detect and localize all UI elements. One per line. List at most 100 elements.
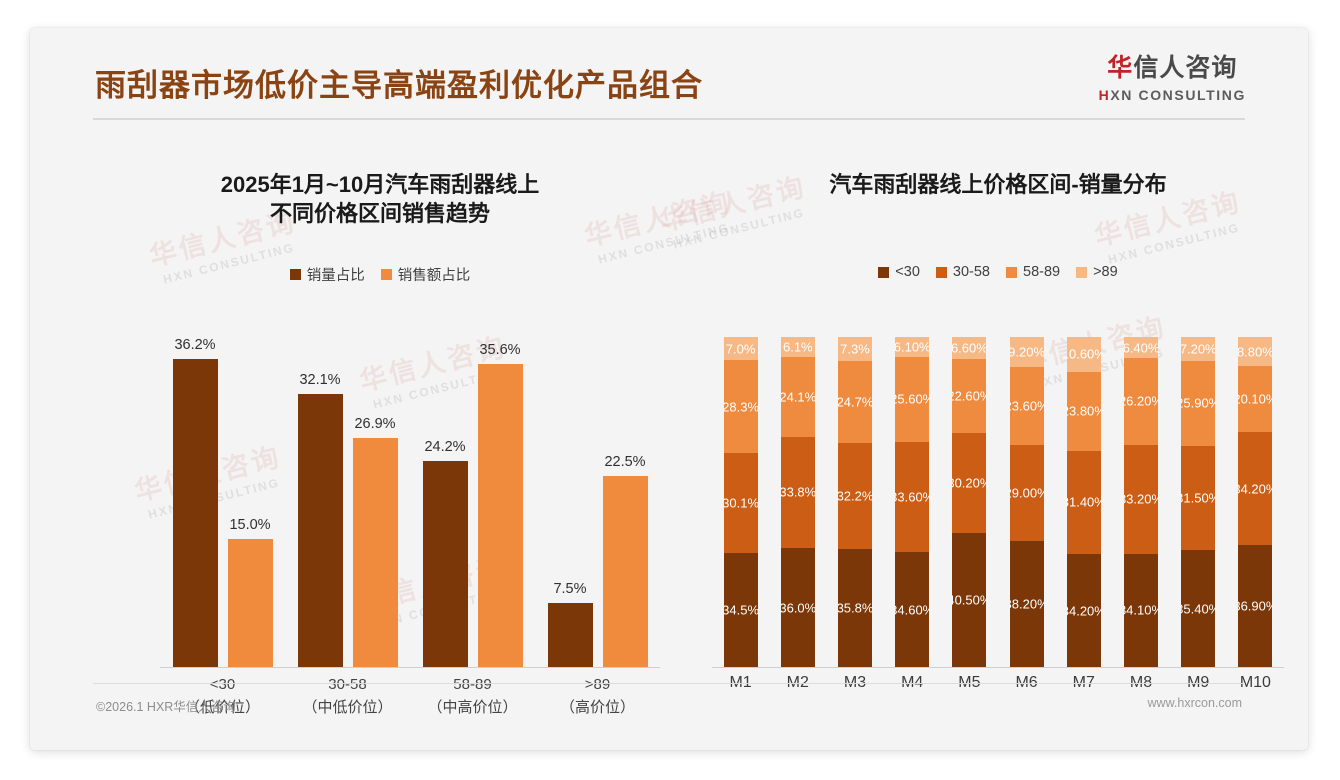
stacked-bar[interactable]: 6.1% 24.1% 33.8% 36.0% bbox=[780, 337, 815, 667]
stack-segment[interactable]: 34.20% bbox=[1066, 554, 1101, 667]
stack-segment[interactable]: 20.10% bbox=[1238, 366, 1273, 433]
logo-en-accent: H bbox=[1098, 87, 1111, 103]
bar-column[interactable]: 7.5% bbox=[547, 327, 593, 667]
bar-column[interactable]: 36.2% bbox=[172, 327, 218, 667]
stack-segment[interactable]: 34.10% bbox=[1124, 554, 1158, 667]
stack-segment[interactable]: 25.90% bbox=[1181, 360, 1216, 447]
month-label: M1 bbox=[729, 674, 752, 691]
stack-segment-label: 30.1% bbox=[723, 495, 758, 511]
stack-segment[interactable]: 35.8% bbox=[838, 548, 872, 667]
stack-segment[interactable]: 24.1% bbox=[780, 357, 815, 437]
stack-segment[interactable]: 6.40% bbox=[1124, 337, 1158, 359]
stack-segment-label: 25.60% bbox=[895, 391, 929, 407]
stack-segment[interactable]: 36.0% bbox=[780, 548, 815, 667]
stack-segment[interactable]: 24.7% bbox=[838, 361, 872, 443]
bar-column[interactable]: 15.0% bbox=[227, 327, 273, 667]
stack-segment[interactable]: 26.20% bbox=[1124, 358, 1158, 445]
slide-header: 雨刮器市场低价主导高端盈利优化产品组合 华信人咨询 HXN CONSULTING bbox=[30, 28, 1308, 122]
stack-segment-label: 31.50% bbox=[1181, 490, 1215, 506]
left-chart-title-line2: 不同价格区间销售趋势 bbox=[269, 201, 490, 227]
bar-column[interactable]: 22.5% bbox=[602, 327, 648, 667]
stack-segment[interactable]: 31.40% bbox=[1066, 450, 1101, 555]
bar[interactable] bbox=[352, 438, 398, 667]
stacked-bar[interactable]: 7.20% 25.90% 31.50% 35.40% bbox=[1181, 337, 1216, 667]
stack-segment-label: 20.10% bbox=[1238, 391, 1272, 407]
stack-segment[interactable]: 9.20% bbox=[1009, 337, 1044, 368]
stack-segment[interactable]: 34.5% bbox=[723, 552, 758, 667]
bar[interactable] bbox=[477, 364, 523, 667]
stack-segment-label: 6.10% bbox=[895, 339, 930, 355]
stack-segment[interactable]: 28.3% bbox=[723, 360, 758, 454]
stack-segment[interactable]: 23.60% bbox=[1009, 367, 1044, 446]
bar-column[interactable]: 24.2% bbox=[422, 327, 468, 667]
stack-segment[interactable]: 40.50% bbox=[952, 533, 987, 667]
legend-item[interactable]: >89 bbox=[1076, 264, 1118, 280]
stack-segment[interactable]: 38.20% bbox=[1009, 540, 1044, 667]
bar[interactable] bbox=[547, 603, 593, 667]
stack-segment[interactable]: 34.60% bbox=[895, 552, 930, 667]
stack-segment[interactable]: 30.1% bbox=[723, 453, 758, 553]
stack-segment[interactable]: 7.3% bbox=[838, 337, 872, 362]
stacked-bar[interactable]: 10.60% 23.80% 31.40% 34.20% bbox=[1066, 337, 1101, 667]
stacked-bar[interactable]: 6.60% 22.60% 30.20% 40.50% bbox=[952, 337, 987, 667]
bar-value-label: 24.2% bbox=[424, 439, 466, 455]
header-divider bbox=[93, 118, 1245, 120]
stack-segment[interactable]: 6.1% bbox=[780, 337, 815, 358]
category-label-tier: （中低价位） bbox=[302, 698, 393, 716]
stacked-bar[interactable]: 7.0% 28.3% 30.1% 34.5% bbox=[723, 337, 758, 667]
stack-segment[interactable]: 10.60% bbox=[1066, 337, 1101, 372]
stacked-bar[interactable]: 6.10% 25.60% 33.60% 34.60% bbox=[895, 337, 930, 667]
stack-segment-label: 7.3% bbox=[840, 341, 870, 357]
bar[interactable] bbox=[172, 359, 218, 667]
legend-item[interactable]: <30 bbox=[878, 264, 920, 280]
stack-segment[interactable]: 22.60% bbox=[952, 358, 987, 434]
stack-segment[interactable]: 31.50% bbox=[1181, 446, 1216, 551]
month-label: M3 bbox=[843, 674, 867, 691]
legend-item[interactable]: 销售额占比 bbox=[380, 264, 470, 285]
stack-segment-label: 38.20% bbox=[1010, 596, 1044, 612]
legend-swatch-icon bbox=[935, 266, 947, 278]
logo-en-rest: XN CONSULTING bbox=[1110, 87, 1246, 103]
left-chart-axis bbox=[160, 667, 660, 668]
stack-segment[interactable]: 23.80% bbox=[1066, 371, 1101, 451]
stack-segment[interactable]: 6.10% bbox=[895, 337, 930, 358]
bar-column[interactable]: 32.1% bbox=[297, 327, 343, 667]
bar[interactable] bbox=[602, 476, 648, 667]
stack-segment[interactable]: 33.20% bbox=[1124, 444, 1158, 555]
stack-segment-label: 10.60% bbox=[1067, 346, 1101, 362]
stacked-bar[interactable]: 9.20% 23.60% 29.00% 38.20% bbox=[1009, 337, 1044, 667]
legend-item[interactable]: 30-58 bbox=[935, 264, 990, 280]
category-label: <30 （低价位） bbox=[185, 674, 260, 719]
bar[interactable] bbox=[422, 461, 468, 667]
bar[interactable] bbox=[297, 394, 343, 667]
legend-item[interactable]: 销量占比 bbox=[289, 264, 365, 285]
legend-swatch-icon bbox=[1076, 266, 1088, 278]
stack-segment[interactable]: 8.80% bbox=[1238, 337, 1273, 367]
month-label: M5 bbox=[958, 674, 981, 691]
legend-item[interactable]: 58-89 bbox=[1006, 264, 1060, 280]
stack-segment[interactable]: 29.00% bbox=[1009, 445, 1044, 541]
legend-swatch-icon bbox=[380, 269, 392, 280]
stacked-bar[interactable]: 7.3% 24.7% 32.2% 35.8% bbox=[838, 337, 872, 667]
stack-segment[interactable]: 6.60% bbox=[952, 337, 987, 359]
bar[interactable] bbox=[227, 539, 273, 667]
stacked-bar[interactable]: 6.40% 26.20% 33.20% 34.10% bbox=[1124, 337, 1158, 667]
stack-segment[interactable]: 25.60% bbox=[895, 357, 930, 442]
stack-segment[interactable]: 33.8% bbox=[780, 436, 815, 549]
company-logo: 华信人咨询 HXN CONSULTING bbox=[1098, 56, 1246, 103]
stack-segment[interactable]: 30.20% bbox=[952, 433, 987, 533]
stack-segment[interactable]: 33.60% bbox=[895, 441, 930, 553]
stack-segment[interactable]: 34.20% bbox=[1238, 432, 1273, 546]
stack-segment[interactable]: 7.0% bbox=[723, 337, 758, 361]
bar-column[interactable]: 26.9% bbox=[352, 327, 398, 667]
stack-segment[interactable]: 32.2% bbox=[838, 442, 872, 549]
right-chart-legend: <30 30-58 58-89 >89 bbox=[698, 264, 1298, 280]
slide-card: 雨刮器市场低价主导高端盈利优化产品组合 华信人咨询 HXN CONSULTING… bbox=[30, 28, 1308, 750]
bar-column[interactable]: 35.6% bbox=[477, 327, 523, 667]
stack-segment[interactable]: 36.90% bbox=[1238, 545, 1273, 667]
stacked-bar[interactable]: 8.80% 20.10% 34.20% 36.90% bbox=[1238, 337, 1273, 667]
stack-segment[interactable]: 7.20% bbox=[1181, 337, 1216, 361]
stack-segment[interactable]: 35.40% bbox=[1181, 550, 1216, 667]
stack-segment-label: 28.3% bbox=[723, 399, 758, 415]
stack-segment-label: 29.00% bbox=[1010, 485, 1044, 501]
